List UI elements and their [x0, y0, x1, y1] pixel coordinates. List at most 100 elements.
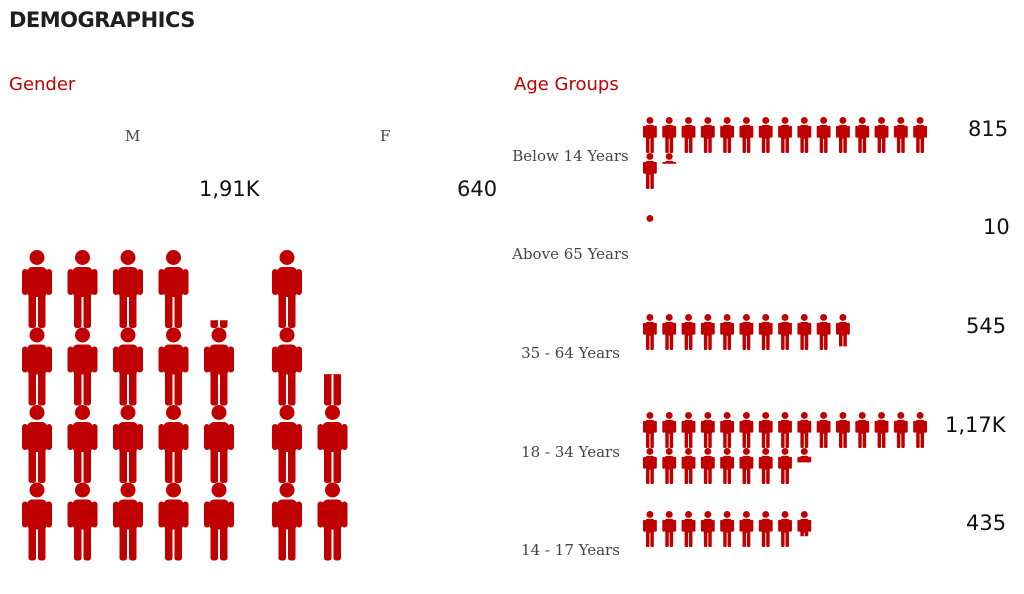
age-below-14-figure: [778, 117, 792, 153]
age-label-35-64: 35 - 64 Years: [521, 344, 620, 362]
age-35-64-figure: [739, 314, 754, 350]
age-35-64-figure-wrap: [816, 314, 831, 350]
age-18-34-figure: [700, 412, 715, 448]
gender-m-figure: [204, 405, 234, 483]
gender-m-figure: [158, 482, 189, 561]
age-18-34-figure: [681, 448, 696, 484]
age-18-34-figure: [913, 412, 928, 448]
age-18-34-figure-wrap: [720, 448, 735, 484]
age-18-34-figure-wrap: [778, 412, 792, 448]
age-35-64-figure: [778, 314, 792, 350]
age-35-64-figure: [758, 314, 773, 350]
age-35-64-figure-wrap: [836, 314, 850, 347]
gender-m-figure: [204, 482, 234, 561]
age-below-14-figure-wrap: [797, 117, 812, 153]
age-18-34-figure-wrap: [836, 412, 850, 448]
age-below-14-figure: [855, 117, 870, 153]
age-14-17-figure-wrap: [662, 511, 677, 547]
age-18-34-figure: [758, 412, 773, 448]
age-above-65-figure: [646, 215, 654, 222]
age-18-34-figure: [855, 412, 870, 448]
age-pictograph-below-14: [643, 117, 928, 189]
age-18-34-figure: [739, 412, 754, 448]
age-below-14-figure: [720, 117, 735, 153]
age-35-64-figure: [662, 314, 677, 350]
age-14-17-figure-wrap: [681, 511, 696, 547]
gender-m-figure-wrap: [158, 250, 189, 328]
gender-f-figure: [272, 327, 302, 406]
age-below-14-figure-wrap: [816, 117, 831, 153]
gender-m-figure-wrap: [158, 405, 189, 483]
age-below-14-figure-wrap: [836, 117, 850, 153]
age-18-34-figure-wrap: [797, 448, 812, 463]
age-14-17-figure: [739, 511, 754, 547]
gender-m-figure: [22, 327, 52, 406]
age-18-34-figure-wrap: [758, 412, 773, 448]
age-14-17-figure-wrap: [778, 511, 792, 547]
age-18-34-figure: [720, 448, 735, 484]
age-18-34-figure: [797, 412, 812, 448]
age-14-17-figure: [643, 511, 657, 547]
gender-m-figure-wrap: [158, 482, 189, 561]
age-18-34-figure-wrap: [681, 448, 696, 484]
age-18-34-figure-wrap: [758, 448, 773, 484]
age-below-14-figure-wrap: [662, 153, 677, 164]
gender-f-figure: [272, 250, 302, 328]
gender-f-figure-wrap: [272, 250, 302, 328]
age-label-14-17: 14 - 17 Years: [521, 541, 620, 559]
age-35-64-figure: [681, 314, 696, 350]
age-35-64-figure-wrap: [700, 314, 715, 350]
age-below-14-figure: [797, 117, 812, 153]
age-pictograph-14-17: [643, 511, 812, 547]
age-18-34-figure-wrap: [855, 412, 870, 448]
age-18-34-figure-wrap: [662, 448, 677, 484]
gender-m-figure-wrap: [67, 250, 98, 328]
age-total-14-17: 435: [966, 511, 1007, 535]
gender-m-figure-wrap: [22, 327, 52, 406]
age-35-64-figure-wrap: [681, 314, 696, 350]
gender-m-figure: [210, 320, 228, 328]
age-18-34-figure: [758, 448, 773, 484]
age-14-17-figure-wrap: [700, 511, 715, 547]
age-18-34-figure: [797, 448, 812, 463]
age-14-17-figure: [758, 511, 773, 547]
age-18-34-figure: [836, 412, 850, 448]
gender-f-figure-wrap: [272, 405, 302, 483]
age-35-64-figure-wrap: [662, 314, 677, 350]
gender-f-figure-wrap: [317, 482, 348, 561]
age-18-34-figure-wrap: [739, 448, 754, 484]
gender-f-figure-wrap: [317, 405, 348, 483]
age-35-64-figure-wrap: [778, 314, 792, 350]
gender-f-figure: [272, 405, 302, 483]
age-above-65-figure-wrap: [646, 215, 654, 222]
age-18-34-figure-wrap: [797, 412, 812, 448]
age-35-64-figure: [836, 314, 850, 347]
age-below-14-figure-wrap: [739, 117, 754, 153]
gender-chart-title: Gender: [9, 74, 76, 95]
age-35-64-figure-wrap: [720, 314, 735, 350]
gender-f-figure: [317, 405, 348, 483]
age-18-34-figure: [662, 412, 677, 448]
age-18-34-figure: [643, 412, 657, 448]
age-below-14-figure: [758, 117, 773, 153]
gender-m-figure: [113, 327, 143, 406]
age-below-14-figure-wrap: [720, 117, 735, 153]
age-total-below-14: 815: [968, 117, 1009, 141]
gender-m-figure: [158, 327, 189, 406]
age-14-17-figure-wrap: [797, 511, 812, 537]
gender-m-figure-wrap: [158, 327, 189, 406]
age-label-above-65: Above 65 Years: [512, 245, 629, 263]
age-18-34-figure: [739, 448, 754, 484]
age-18-34-figure: [778, 412, 792, 448]
age-below-14-figure-wrap: [643, 117, 657, 153]
gender-m-figure-wrap: [204, 482, 234, 561]
gender-m-figure: [22, 405, 52, 483]
age-total-above-65: 10: [983, 215, 1010, 239]
age-below-14-figure-wrap: [778, 117, 792, 153]
age-below-14-figure: [836, 117, 850, 153]
page-title: DEMOGRAPHICS: [9, 8, 195, 32]
gender-m-figure-wrap: [210, 320, 228, 328]
gender-f-figure-wrap: [324, 374, 341, 406]
age-18-34-figure-wrap: [778, 448, 792, 484]
age-pictograph-above-65: [646, 215, 654, 222]
